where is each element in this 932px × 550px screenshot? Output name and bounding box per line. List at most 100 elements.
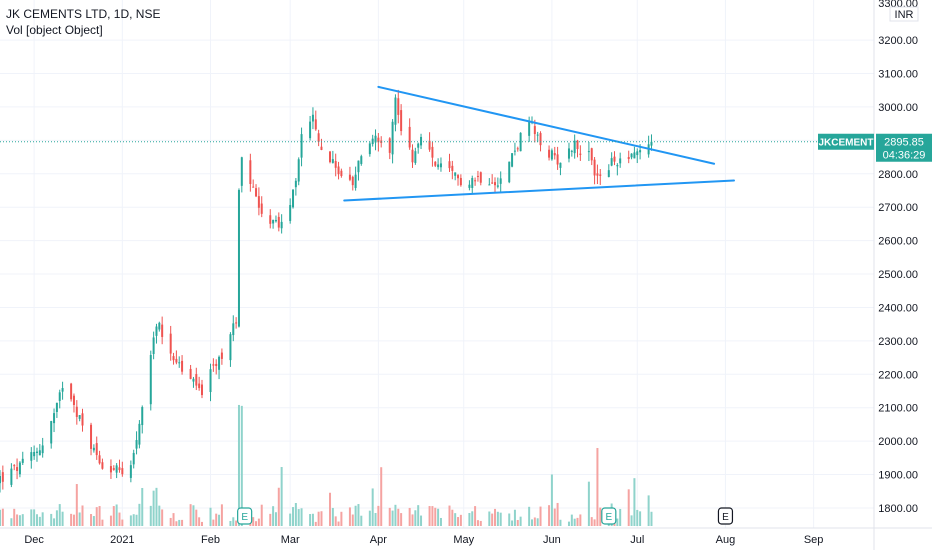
candle-body [476, 175, 479, 177]
volume-bar [354, 505, 357, 526]
candle-body [232, 323, 235, 336]
volume-bar [457, 517, 460, 526]
volume-bar [272, 506, 275, 526]
candle-body [61, 388, 64, 392]
volume-bar [21, 514, 24, 526]
volume-bar [158, 505, 161, 526]
candle-body [252, 186, 255, 188]
earnings-marker[interactable]: E [601, 507, 617, 525]
candle-body [619, 158, 622, 164]
volume-bar [101, 519, 104, 526]
candle-body [277, 216, 280, 228]
candle-body [309, 121, 312, 139]
volume-bar [309, 514, 312, 526]
volume-bar [118, 512, 121, 526]
candle-body [1, 472, 4, 482]
price-tick-label: 2300.00 [878, 336, 918, 348]
volume-bar [277, 487, 280, 526]
candle-body [548, 149, 551, 158]
candle-body [331, 159, 334, 163]
volume-bar [499, 512, 502, 526]
candle-body [292, 189, 295, 208]
candle-body [237, 190, 240, 327]
earnings-marker-box [717, 507, 734, 525]
volume-bar [570, 514, 573, 526]
volume-bar [360, 515, 363, 526]
candle-body [397, 98, 400, 115]
candle-body [513, 150, 516, 152]
volume-bar [292, 507, 295, 526]
volume-bar [181, 519, 184, 526]
time-tick-label: May [453, 534, 474, 546]
candle-body [377, 137, 380, 143]
candle-body [294, 180, 297, 188]
volume-bar [454, 513, 457, 526]
candle-body [437, 164, 440, 168]
volume-bar [195, 509, 198, 526]
earnings-marker-letter: E [605, 512, 612, 523]
volume-bar [274, 512, 277, 526]
volume-bar [30, 509, 33, 526]
candle-body [391, 121, 394, 155]
volume-bar [198, 517, 201, 526]
volume-bar [334, 516, 337, 526]
earnings-marker[interactable]: E [717, 507, 734, 525]
candle-body [607, 170, 610, 177]
volume-bar [10, 518, 13, 526]
candle-body [181, 360, 184, 372]
candle-body [499, 178, 502, 184]
candle-body [474, 180, 477, 182]
candle-body [235, 322, 238, 324]
candle-body [610, 158, 613, 166]
volume-bar [616, 518, 619, 526]
last-price-box [876, 133, 932, 162]
candle-body [448, 161, 451, 169]
earnings-marker[interactable]: E [237, 507, 253, 525]
candle-body [636, 151, 639, 156]
volume-bar [1, 508, 4, 526]
volume-bar [400, 513, 403, 526]
time-axis[interactable]: Dec 2021 Feb Mar Apr May Jun Jul Aug Sep [0, 527, 932, 546]
volume-bar [397, 508, 400, 526]
volume-bar [556, 502, 559, 526]
candle-body [630, 153, 633, 158]
candle-body [434, 161, 437, 166]
candle-body [92, 447, 95, 451]
volume-bar [417, 505, 420, 526]
volume-bar [280, 467, 283, 526]
volume-bar [0, 509, 1, 526]
candle-body [149, 355, 152, 405]
triangle-lower-trendline[interactable] [343, 179, 735, 202]
earnings-marker-letter: E [241, 512, 248, 523]
volume-bar [317, 511, 320, 526]
candle-body [189, 368, 192, 379]
candle-body [593, 159, 596, 176]
triangle-upper-trendline[interactable] [377, 85, 716, 165]
volume-bar [50, 513, 53, 526]
candle-body [112, 468, 115, 470]
triangle-trendlines[interactable] [343, 85, 735, 202]
volume-bar [90, 514, 93, 526]
time-tick-label: Aug [716, 534, 736, 546]
volume-bar [229, 520, 232, 526]
volume-bar [530, 519, 533, 526]
volume-bar [200, 521, 203, 526]
candle-body [98, 455, 101, 464]
volume-bar [58, 504, 61, 526]
candle-body [161, 324, 164, 337]
volume-bar [260, 504, 263, 526]
candle-body [269, 215, 272, 224]
candle-body [18, 462, 21, 475]
candle-body [431, 146, 434, 158]
candle-body [528, 120, 531, 136]
currency-label: INR [895, 9, 914, 21]
volume-bar [294, 502, 297, 526]
currency-badge[interactable] [889, 6, 919, 22]
volume-bar [300, 508, 303, 526]
volume-bar [451, 509, 454, 526]
candle-body [494, 182, 497, 186]
